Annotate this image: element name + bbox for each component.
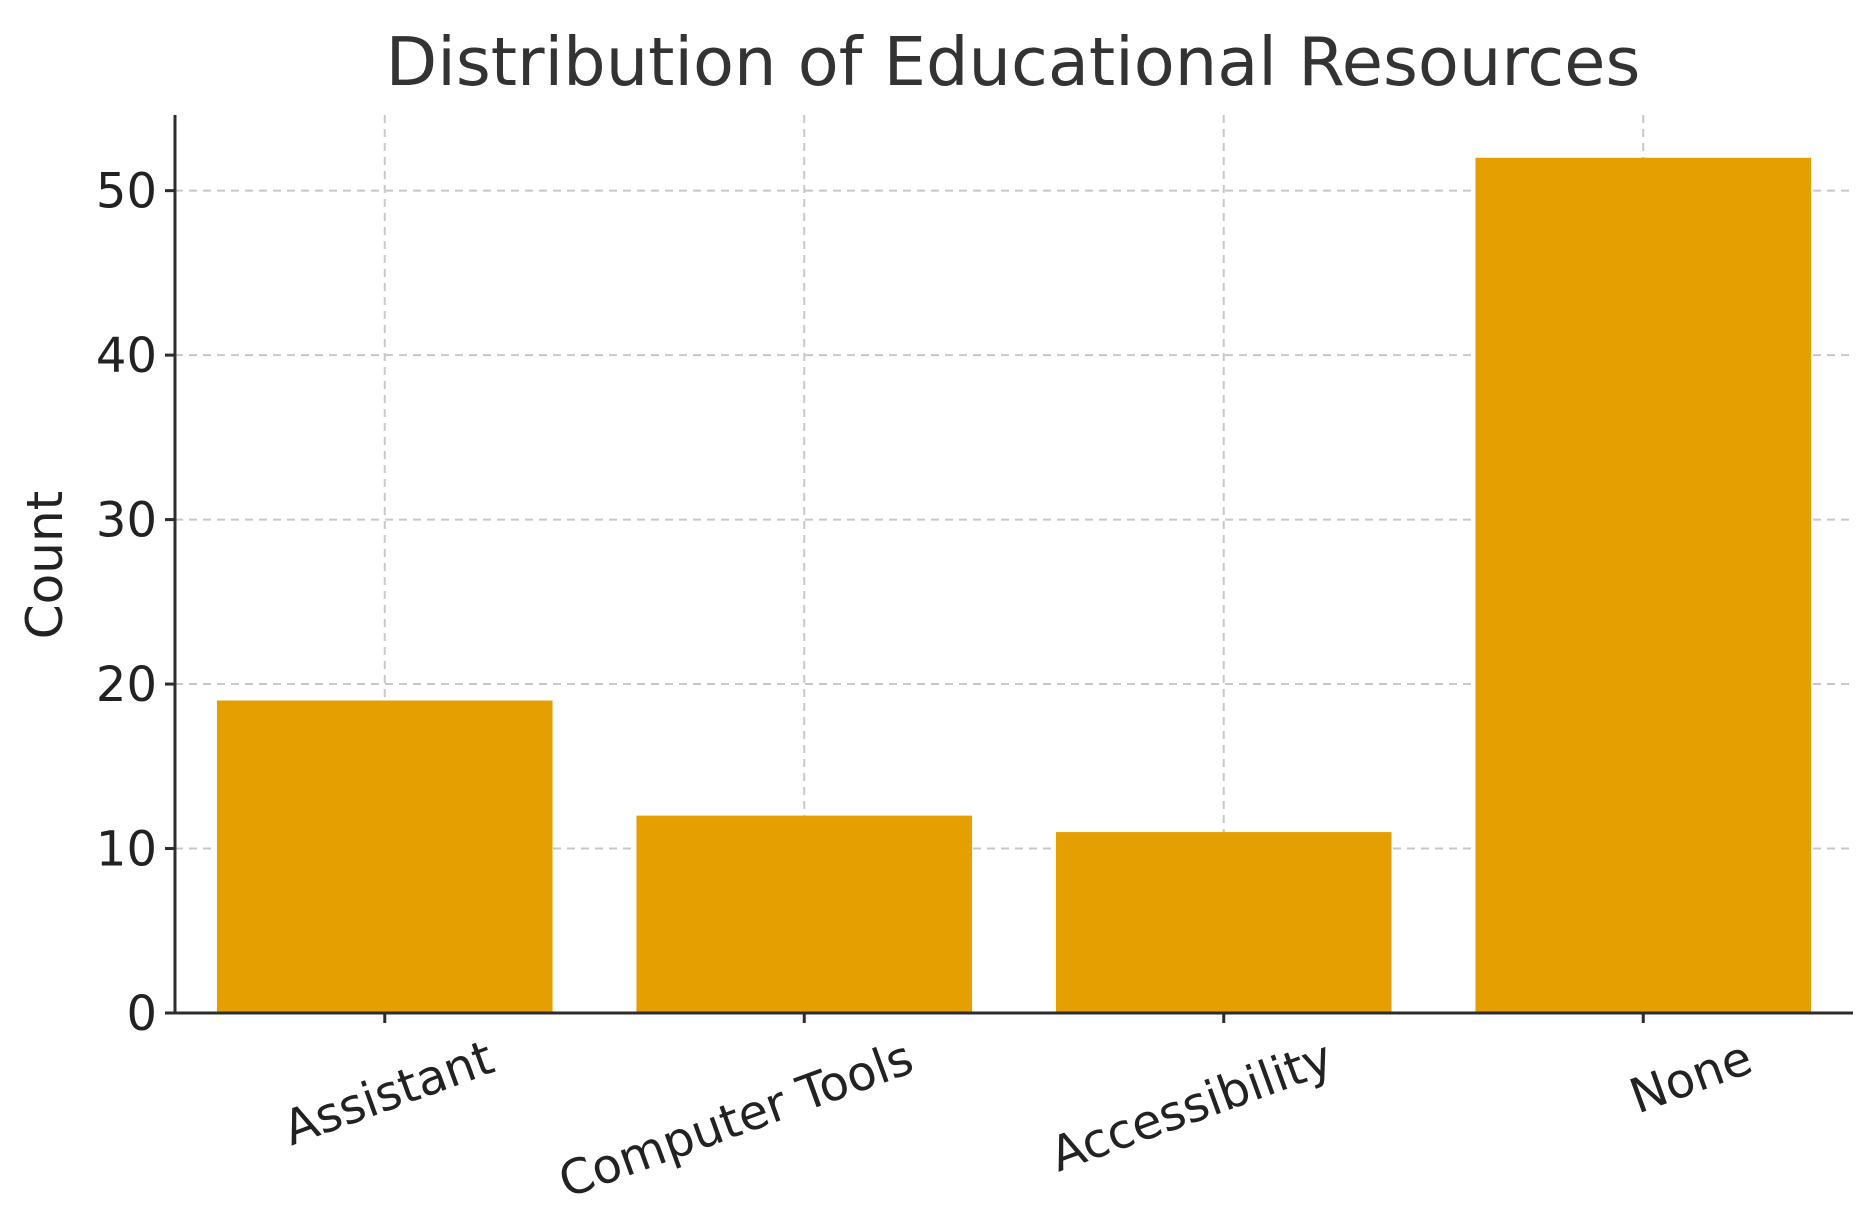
axis-layer bbox=[173, 115, 1853, 1015]
x-tick-label: None bbox=[1623, 1030, 1760, 1125]
y-tick-label: 0 bbox=[126, 986, 157, 1042]
bar-none bbox=[1475, 157, 1812, 1013]
y-tick-label: 50 bbox=[96, 164, 157, 220]
y-tick-label: 20 bbox=[96, 657, 157, 713]
x-tick-label: Computer Tools bbox=[552, 1030, 921, 1210]
bar-assistant bbox=[216, 700, 553, 1013]
y-tick-label: 40 bbox=[96, 328, 157, 384]
y-axis-label: Count bbox=[16, 491, 74, 640]
bar-accessibility bbox=[1055, 832, 1392, 1013]
bar-computer-tools bbox=[636, 815, 973, 1013]
y-tick-label: 10 bbox=[96, 822, 157, 878]
bar-layer bbox=[216, 157, 1812, 1013]
x-tick-label: Accessibility bbox=[1043, 1030, 1340, 1184]
x-tick-label: Assistant bbox=[276, 1030, 501, 1157]
chart-title: Distribution of Educational Resources bbox=[386, 23, 1641, 101]
y-tick-label: 30 bbox=[96, 493, 157, 549]
